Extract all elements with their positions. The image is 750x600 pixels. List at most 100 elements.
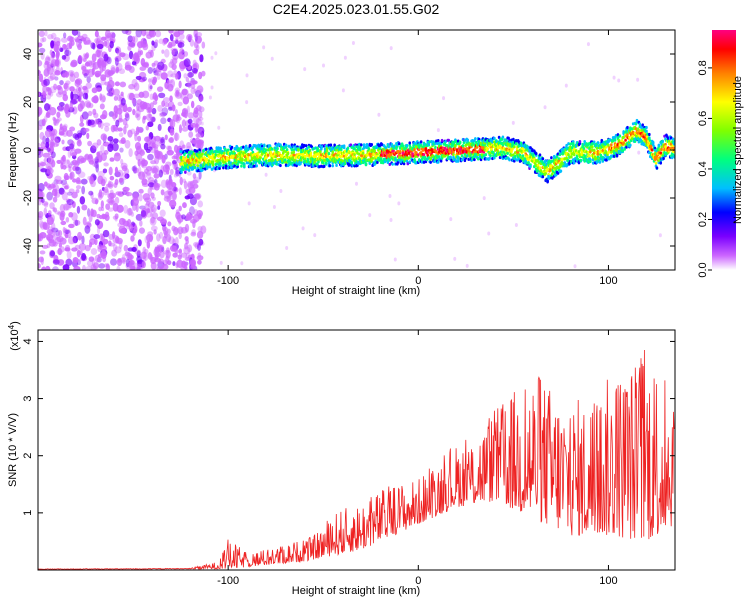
- noise-speck: [133, 35, 138, 43]
- noise-speck: [195, 133, 201, 138]
- trace-point: [654, 161, 658, 165]
- trace-point: [511, 147, 514, 151]
- noise-speck: [50, 52, 56, 59]
- noise-speck: [38, 182, 45, 192]
- noise-speck: [138, 91, 145, 98]
- noise-speck: [139, 220, 143, 227]
- trace-point: [429, 157, 432, 161]
- noise-speck: [143, 142, 149, 151]
- trace-point: [388, 158, 392, 162]
- noise-speck: [184, 195, 191, 200]
- noise-speck: [217, 125, 221, 130]
- trace-point: [434, 145, 437, 149]
- trace-point: [458, 140, 462, 144]
- noise-speck: [102, 238, 109, 245]
- colorbar-tick-label: 0.2: [697, 212, 709, 227]
- trace-point: [322, 164, 326, 169]
- noise-speck: [164, 134, 168, 141]
- noise-speck: [140, 58, 146, 67]
- noise-speck: [90, 248, 98, 255]
- trace-point: [196, 164, 200, 168]
- noise-speck: [116, 107, 123, 115]
- noise-speck: [131, 99, 136, 104]
- noise-speck: [133, 93, 141, 99]
- noise-speck: [168, 236, 175, 245]
- noise-speck: [57, 104, 62, 111]
- noise-speck: [147, 82, 153, 92]
- noise-speck: [96, 226, 101, 235]
- noise-speck: [82, 216, 87, 226]
- noise-speck: [147, 252, 153, 260]
- noise-speck: [80, 37, 87, 42]
- noise-speck: [82, 57, 87, 63]
- noise-speck: [152, 67, 157, 74]
- trace-point: [183, 152, 186, 157]
- trace-point: [391, 162, 394, 166]
- noise-speck: [168, 41, 173, 48]
- noise-speck: [174, 228, 181, 234]
- noise-speck: [106, 91, 114, 97]
- noise-speck: [161, 107, 169, 116]
- noise-speck: [55, 179, 64, 185]
- noise-speck: [40, 51, 45, 60]
- noise-speck: [46, 165, 52, 175]
- noise-speck: [637, 150, 641, 155]
- noise-speck: [139, 128, 143, 133]
- noise-speck: [63, 185, 69, 190]
- noise-speck: [175, 166, 181, 175]
- noise-speck: [107, 80, 115, 89]
- noise-speck: [161, 49, 165, 54]
- noise-speck: [123, 244, 129, 252]
- noise-speck: [163, 190, 171, 199]
- noise-speck: [88, 256, 95, 262]
- trace-point: [629, 143, 632, 147]
- noise-speck: [127, 92, 134, 101]
- noise-speck: [84, 153, 90, 160]
- noise-speck: [48, 230, 56, 239]
- noise-speck: [240, 261, 244, 266]
- noise-speck: [153, 145, 159, 154]
- noise-speck: [97, 253, 103, 258]
- noise-speck: [57, 247, 62, 256]
- noise-speck: [122, 117, 128, 126]
- trace-point: [419, 140, 423, 144]
- trace-point: [219, 161, 222, 165]
- noise-speck: [96, 139, 102, 146]
- noise-speck: [78, 171, 86, 178]
- noise-speck: [113, 95, 118, 101]
- trace-point: [440, 138, 444, 143]
- noise-speck: [181, 126, 189, 132]
- noise-speck: [272, 204, 276, 209]
- noise-speck: [121, 172, 128, 181]
- noise-speck: [46, 229, 54, 235]
- trace-point: [186, 154, 190, 158]
- noise-speck: [196, 31, 203, 38]
- trace-point: [195, 149, 199, 153]
- noise-speck: [151, 107, 157, 115]
- noise-speck: [156, 244, 163, 250]
- noise-speck: [71, 178, 77, 183]
- noise-speck: [111, 231, 116, 240]
- noise-speck: [127, 129, 133, 138]
- noise-speck: [354, 181, 358, 186]
- noise-speck: [64, 103, 70, 112]
- noise-speck: [198, 171, 202, 180]
- noise-speck: [112, 88, 120, 96]
- noise-speck: [73, 219, 81, 226]
- noise-speck: [115, 47, 120, 54]
- noise-speck: [76, 85, 80, 94]
- noise-speck: [81, 253, 87, 261]
- noise-speck: [38, 30, 45, 38]
- noise-speck: [194, 33, 198, 42]
- trace-point: [655, 166, 659, 170]
- noise-speck: [119, 147, 124, 153]
- noise-speck: [38, 213, 42, 219]
- trace-point: [309, 151, 313, 155]
- trace-point: [339, 148, 343, 152]
- noise-speck: [95, 87, 102, 92]
- noise-speck: [152, 100, 158, 106]
- noise-speck: [104, 81, 111, 86]
- noise-speck: [46, 110, 50, 117]
- noise-speck: [247, 201, 251, 206]
- noise-speck: [189, 206, 195, 216]
